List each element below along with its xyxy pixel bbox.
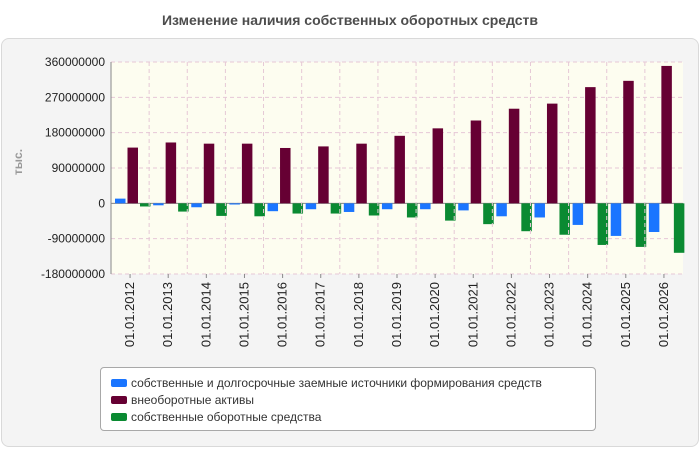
x-tick-label: 01.01.2013: [160, 282, 175, 347]
x-tick-label: 01.01.2015: [236, 282, 251, 347]
bar-fixed-assets: [127, 147, 138, 204]
bar-working-capital: [521, 203, 532, 232]
bar-fixed-assets: [432, 128, 444, 204]
bar-working-capital: [292, 203, 304, 214]
y-tick-label: 180000000: [45, 126, 105, 140]
bar-own-sources: [610, 203, 622, 236]
x-tick-label: 01.01.2022: [503, 282, 518, 347]
bar-own-sources: [153, 203, 164, 206]
bar-fixed-assets: [356, 143, 367, 204]
bar-working-capital: [254, 203, 265, 217]
x-tick-label: 01.01.2026: [656, 282, 671, 347]
bar-fixed-assets: [165, 142, 177, 204]
y-tick-label: 270000000: [45, 90, 105, 104]
bar-working-capital: [635, 203, 647, 247]
bar-fixed-assets: [546, 103, 558, 204]
bar-own-sources: [267, 203, 279, 212]
legend-label-fixed-assets: внеоборотные активы: [131, 392, 254, 407]
y-tick-label: 0: [98, 196, 105, 210]
bar-own-sources: [115, 198, 126, 204]
bar-working-capital: [216, 203, 227, 216]
legend-swatch-working-capital: [111, 412, 127, 421]
legend-item-working-capital: собственные оборотные средства: [111, 408, 595, 425]
legend-item-fixed-assets: внеоборотные активы: [111, 391, 595, 408]
bar-fixed-assets: [241, 143, 253, 204]
bar-fixed-assets: [585, 87, 596, 204]
bar-own-sources: [420, 203, 431, 210]
bar-own-sources: [496, 203, 507, 217]
bar-working-capital: [406, 203, 418, 218]
bar-fixed-assets: [318, 146, 329, 204]
y-tick-label: -90000000: [48, 232, 106, 246]
bar-own-sources: [572, 203, 584, 225]
bar-working-capital: [368, 203, 380, 216]
bar-working-capital: [140, 203, 151, 207]
x-tick-label: 01.01.2012: [122, 282, 137, 347]
x-tick-label: 01.01.2017: [313, 282, 328, 347]
x-tick-label: 01.01.2014: [198, 282, 213, 347]
bar-fixed-assets: [470, 120, 482, 204]
bar-fixed-assets: [508, 108, 520, 204]
x-tick-label: 01.01.2024: [580, 282, 595, 347]
x-tick-label: 01.01.2025: [618, 282, 633, 347]
bar-fixed-assets: [623, 80, 634, 204]
bar-own-sources: [381, 203, 393, 210]
bar-own-sources: [458, 203, 469, 211]
bar-fixed-assets: [203, 143, 215, 204]
bar-working-capital: [330, 203, 342, 214]
bar-own-sources: [305, 203, 317, 210]
y-tick-label: -180000000: [41, 267, 105, 281]
bar-own-sources: [534, 203, 545, 218]
bar-fixed-assets: [394, 135, 405, 204]
bar-working-capital: [178, 203, 189, 212]
y-tick-label: 90000000: [52, 161, 106, 175]
bar-own-sources: [648, 203, 660, 232]
x-tick-label: 01.01.2023: [542, 282, 557, 347]
x-tick-label: 01.01.2016: [275, 282, 290, 347]
legend-item-own-sources: собственные и долгосрочные заемные источ…: [111, 374, 595, 391]
chart-title: Изменение наличия собственных оборотных …: [161, 12, 539, 28]
bar-own-sources: [191, 203, 202, 208]
bar-fixed-assets: [661, 65, 672, 204]
y-axis-label: тыс.: [11, 149, 25, 175]
y-tick-label: 360000000: [45, 55, 105, 69]
x-tick-label: 01.01.2018: [351, 282, 366, 347]
x-tick-label: 01.01.2019: [389, 282, 404, 347]
legend-swatch-own-sources: [111, 378, 127, 387]
bar-working-capital: [445, 203, 456, 221]
x-tick-label: 01.01.2020: [427, 282, 442, 347]
bar-fixed-assets: [280, 147, 291, 204]
bar-working-capital: [559, 203, 570, 235]
legend-swatch-fixed-assets: [111, 395, 127, 404]
bar-working-capital: [673, 203, 685, 253]
bar-working-capital: [597, 203, 609, 245]
legend-label-own-sources: собственные и долгосрочные заемные источ…: [131, 375, 542, 390]
x-tick-label: 01.01.2021: [465, 282, 480, 347]
bar-own-sources: [343, 203, 355, 212]
bar-own-sources: [229, 203, 240, 205]
legend-label-working-capital: собственные оборотные средства: [131, 409, 322, 424]
bar-working-capital: [483, 203, 494, 225]
legend: собственные и долгосрочные заемные источ…: [100, 367, 596, 431]
